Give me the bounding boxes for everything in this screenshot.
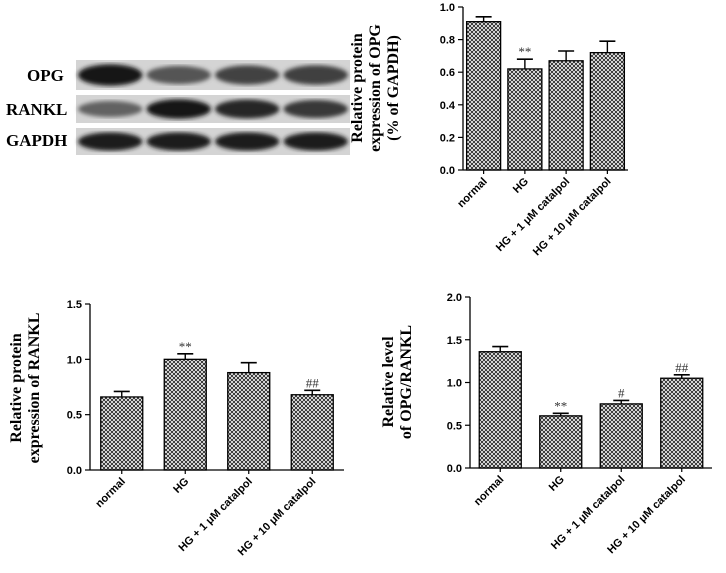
y-axis-label: Relative protein bbox=[8, 333, 25, 443]
blot-band bbox=[146, 132, 211, 151]
bar bbox=[465, 21, 502, 171]
y-tick-label: 0.2 bbox=[440, 132, 455, 144]
bar bbox=[599, 403, 643, 469]
x-tick-label: HG bbox=[547, 474, 567, 494]
significance-label: ** bbox=[179, 339, 192, 354]
y-tick-label: 0.0 bbox=[447, 463, 462, 475]
bar bbox=[507, 68, 543, 171]
blot-band bbox=[283, 132, 348, 151]
blot-band bbox=[283, 65, 348, 85]
y-tick-label: 1.5 bbox=[447, 335, 462, 347]
bar bbox=[589, 51, 626, 171]
x-tick-label: HG bbox=[171, 476, 191, 496]
blot-band bbox=[146, 99, 211, 119]
y-tick-label: 1.5 bbox=[67, 299, 82, 311]
bar bbox=[290, 394, 334, 471]
bar bbox=[100, 396, 144, 471]
significance-label: ## bbox=[675, 360, 689, 375]
y-axis-label: Relative protein bbox=[349, 33, 366, 143]
y-axis-label: Relative level bbox=[380, 336, 397, 428]
significance-label: # bbox=[618, 385, 625, 400]
x-tick-label: HG + 10 μM catalpol bbox=[531, 176, 614, 259]
chart-rankl: Relative protein expression of RANKL 0.0 0.… bbox=[8, 299, 344, 558]
x-tick-label: HG bbox=[511, 176, 531, 196]
chart-opg-rankl: Relative level of OPG/RANKL 0.0 0.5 1.0 1.5 2.… bbox=[380, 292, 712, 556]
significance-label: ** bbox=[518, 44, 531, 59]
blot-band bbox=[78, 64, 143, 86]
significance-label: ** bbox=[554, 398, 567, 413]
y-tick-label: 2.0 bbox=[447, 292, 462, 304]
y-tick-label: 0.0 bbox=[440, 165, 455, 177]
y-tick-label: 0.4 bbox=[440, 100, 456, 112]
blot-band bbox=[283, 99, 348, 119]
blot-label-gapdh: GAPDH bbox=[6, 131, 67, 150]
blot-band bbox=[146, 65, 211, 85]
y-tick-label: 1.0 bbox=[67, 354, 82, 366]
x-tick-label: HG + 1 μM catalpol bbox=[494, 176, 572, 254]
y-axis-label: of OPG/RANKL bbox=[398, 325, 415, 439]
blot-label-rankl: RANKL bbox=[6, 100, 67, 119]
bar bbox=[539, 415, 583, 469]
blot-band bbox=[215, 65, 280, 85]
y-tick-label: 1.0 bbox=[447, 378, 462, 390]
blot-label-opg: OPG bbox=[27, 66, 64, 85]
bar bbox=[660, 377, 704, 469]
bar bbox=[548, 60, 584, 171]
blot-band bbox=[215, 99, 280, 119]
bar bbox=[227, 371, 271, 471]
y-tick-label: 0.0 bbox=[67, 465, 82, 477]
y-tick-label: 1.0 bbox=[440, 2, 455, 14]
x-tick-label: normal bbox=[93, 476, 127, 510]
x-tick-label: normal bbox=[455, 176, 489, 210]
y-tick-label: 0.5 bbox=[447, 420, 462, 432]
blot-band bbox=[78, 132, 143, 151]
y-axis-label: expression of RANKL bbox=[26, 313, 43, 464]
y-tick-label: 0.6 bbox=[440, 67, 455, 79]
chart-opg: Relative protein expression of OPG (% of G… bbox=[349, 2, 628, 258]
bar bbox=[163, 358, 207, 471]
y-tick-label: 0.8 bbox=[440, 35, 455, 47]
western-blot: OPG RANKL GAPDH bbox=[6, 60, 350, 155]
blot-band bbox=[215, 132, 280, 151]
y-axis-label: (% of GAPDH) bbox=[385, 35, 402, 141]
x-tick-label: normal bbox=[472, 474, 506, 508]
blot-band bbox=[78, 101, 143, 117]
bar bbox=[478, 351, 522, 469]
y-axis-label: expression of OPG bbox=[367, 24, 384, 152]
y-tick-label: 0.5 bbox=[67, 410, 82, 422]
significance-label: ## bbox=[306, 375, 320, 390]
